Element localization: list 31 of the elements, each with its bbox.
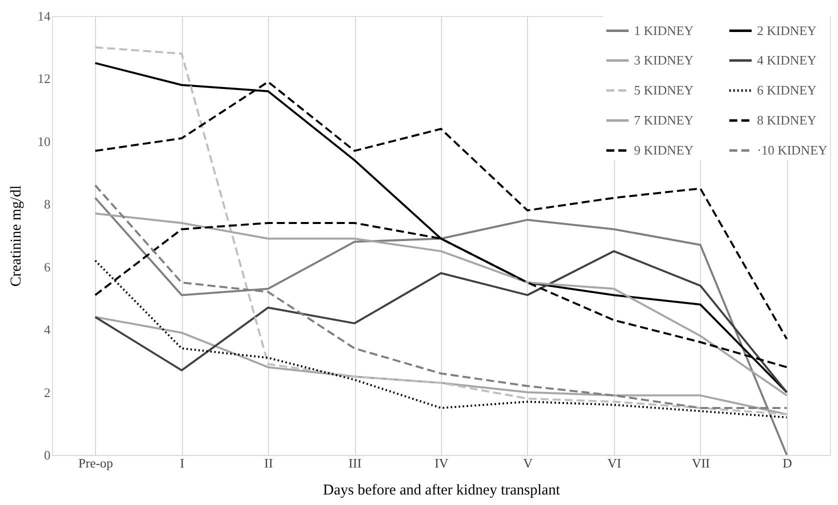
line-series xyxy=(94,250,788,394)
y-tick-label: 2 xyxy=(44,384,50,400)
y-tick-label: 8 xyxy=(44,196,50,212)
x-tick-label: Pre-op xyxy=(78,456,114,470)
y-tick-label: 12 xyxy=(38,71,50,86)
x-tick-label: D xyxy=(782,456,792,470)
y-tick-label: 4 xyxy=(44,322,51,338)
y-axis-title: Creatinine mg/dl xyxy=(8,185,24,287)
x-tick-label: IV xyxy=(434,456,449,470)
x-tick-label: V xyxy=(523,456,534,470)
x-axis-title: Days before and after kidney transplant xyxy=(323,482,561,498)
legend-label: 9 KIDNEY xyxy=(634,142,694,158)
x-tick-label: III xyxy=(348,456,362,470)
legend-label: 7 KIDNEY xyxy=(634,112,694,128)
x-tick-label: I xyxy=(180,456,184,470)
legend-label: 8 KIDNEY xyxy=(757,112,818,128)
legend-label: 3 KIDNEY xyxy=(634,52,694,68)
legend-label: ·10 KIDNEY xyxy=(757,142,828,158)
legend-label: 2 KIDNEY xyxy=(757,22,818,38)
y-tick-label: 10 xyxy=(38,134,50,149)
legend-label: 4 KIDNEY xyxy=(757,52,818,68)
legend-label: 6 KIDNEY xyxy=(757,82,818,98)
x-tick-label: II xyxy=(264,456,273,470)
legend-label: 5 KIDNEY xyxy=(634,82,694,98)
x-tick-label: VII xyxy=(692,456,710,470)
legend-label: 1 KIDNEY xyxy=(634,22,694,38)
x-tick-label: VI xyxy=(608,456,622,470)
line-series xyxy=(94,212,788,396)
y-tick-label: 14 xyxy=(38,8,51,24)
y-tick-label: 6 xyxy=(44,259,51,274)
y-tick-label: 0 xyxy=(44,448,50,462)
